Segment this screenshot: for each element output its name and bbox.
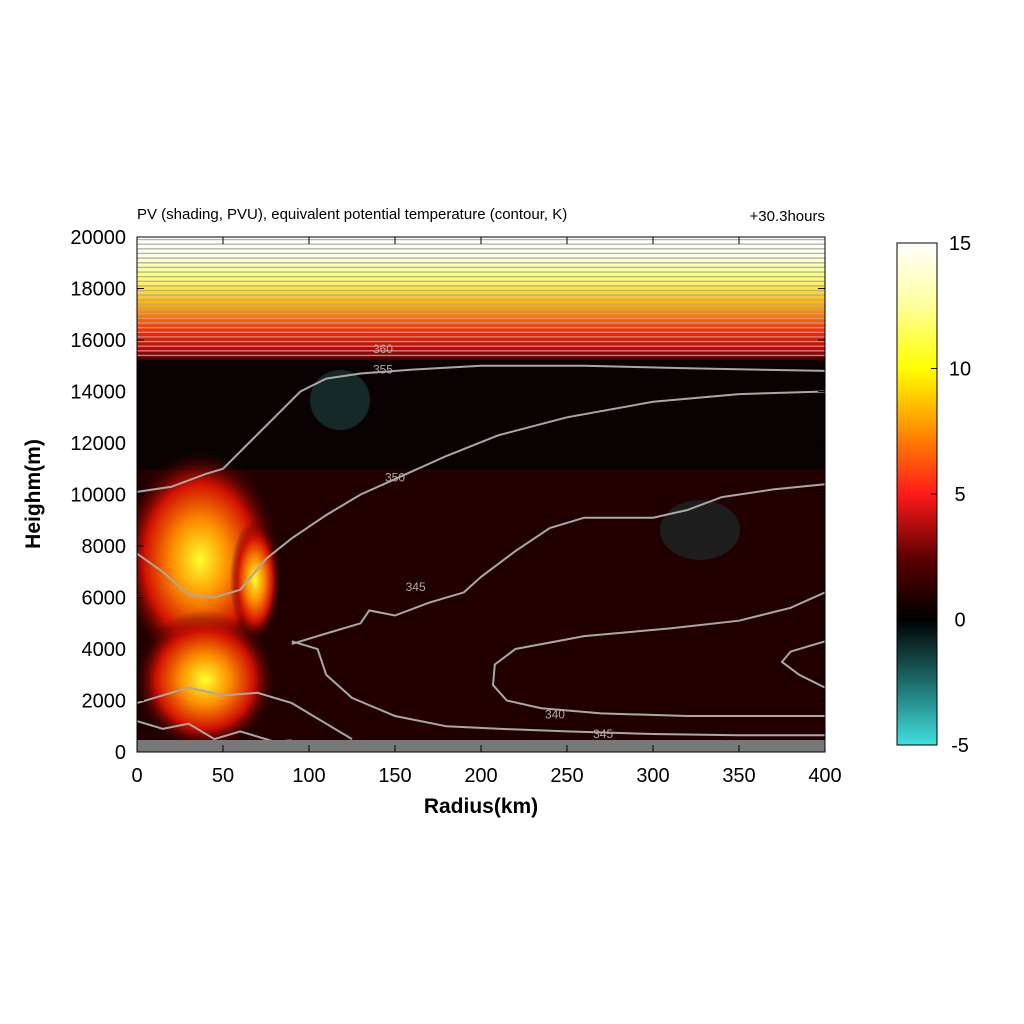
x-tick-label: 150 bbox=[378, 765, 411, 787]
colorbar-tick-label: 10 bbox=[949, 359, 971, 381]
x-tick-label: 250 bbox=[550, 765, 583, 787]
colorbar-tick-label: 15 bbox=[949, 233, 971, 255]
colorbar bbox=[896, 242, 938, 746]
shading-negative-2 bbox=[660, 500, 740, 560]
contour-355 bbox=[137, 364, 825, 493]
colorbar-tick-label: 5 bbox=[954, 484, 965, 506]
y-tick-label: 18000 bbox=[70, 279, 126, 301]
contour-label: 345 bbox=[406, 580, 426, 594]
colorbar-ticks: -5 0 5 10 15 bbox=[931, 233, 971, 757]
y-axis-label: Heighm(m) bbox=[22, 439, 45, 549]
y-tick-label: 6000 bbox=[82, 588, 127, 610]
colorbar-tick-label: -5 bbox=[951, 735, 969, 757]
contour-label: 360 bbox=[373, 342, 393, 356]
y-axis: 0 2000 4000 6000 8000 10000 12000 14000 16000 180… bbox=[70, 227, 825, 764]
plot-area: 355 350 345 340 345 360 bbox=[137, 237, 825, 752]
x-tick-label: 50 bbox=[212, 765, 234, 787]
chart-title: PV (shading, PVU), equivalent potential … bbox=[137, 206, 567, 223]
contour-lines bbox=[137, 238, 825, 743]
y-tick-label: 10000 bbox=[70, 485, 126, 507]
y-tick-label: 20000 bbox=[70, 227, 126, 249]
y-tick-label: 0 bbox=[115, 742, 126, 764]
y-tick-label: 16000 bbox=[70, 330, 126, 352]
contour-label: 350 bbox=[385, 471, 405, 485]
contour-345 bbox=[137, 686, 353, 740]
time-label: +30.3hours bbox=[750, 208, 825, 225]
x-tick-label: 300 bbox=[636, 765, 669, 787]
x-tick-label: 200 bbox=[464, 765, 497, 787]
x-tick-label: 0 bbox=[131, 765, 142, 787]
contour-340 bbox=[291, 640, 825, 737]
shading-core-low bbox=[137, 610, 275, 750]
contour-label: 345 bbox=[593, 727, 613, 741]
colorbar-tick-label: 0 bbox=[954, 610, 965, 632]
shading-upper-dark bbox=[137, 360, 825, 470]
contour-label: 355 bbox=[373, 362, 393, 376]
x-tick-label: 400 bbox=[808, 765, 841, 787]
contour-label: 340 bbox=[545, 708, 565, 722]
x-tick-label: 100 bbox=[292, 765, 325, 787]
contour-350 bbox=[137, 390, 825, 599]
x-axis-label: Radius(km) bbox=[424, 795, 538, 818]
contour-345 bbox=[291, 483, 825, 645]
y-tick-label: 2000 bbox=[82, 691, 127, 713]
contour-340 bbox=[780, 640, 825, 689]
contour-340 bbox=[491, 591, 825, 717]
shading-eyewall bbox=[230, 520, 280, 640]
y-tick-label: 14000 bbox=[70, 382, 126, 404]
y-tick-label: 4000 bbox=[82, 639, 127, 661]
contour-labels: 355 350 345 340 345 360 bbox=[373, 342, 614, 741]
y-tick-label: 8000 bbox=[82, 536, 127, 558]
shading-negative-1 bbox=[310, 370, 370, 430]
x-tick-label: 350 bbox=[722, 765, 755, 787]
x-axis: 0 50 100 150 200 250 300 350 400 bbox=[131, 237, 842, 787]
y-tick-label: 12000 bbox=[70, 433, 126, 455]
